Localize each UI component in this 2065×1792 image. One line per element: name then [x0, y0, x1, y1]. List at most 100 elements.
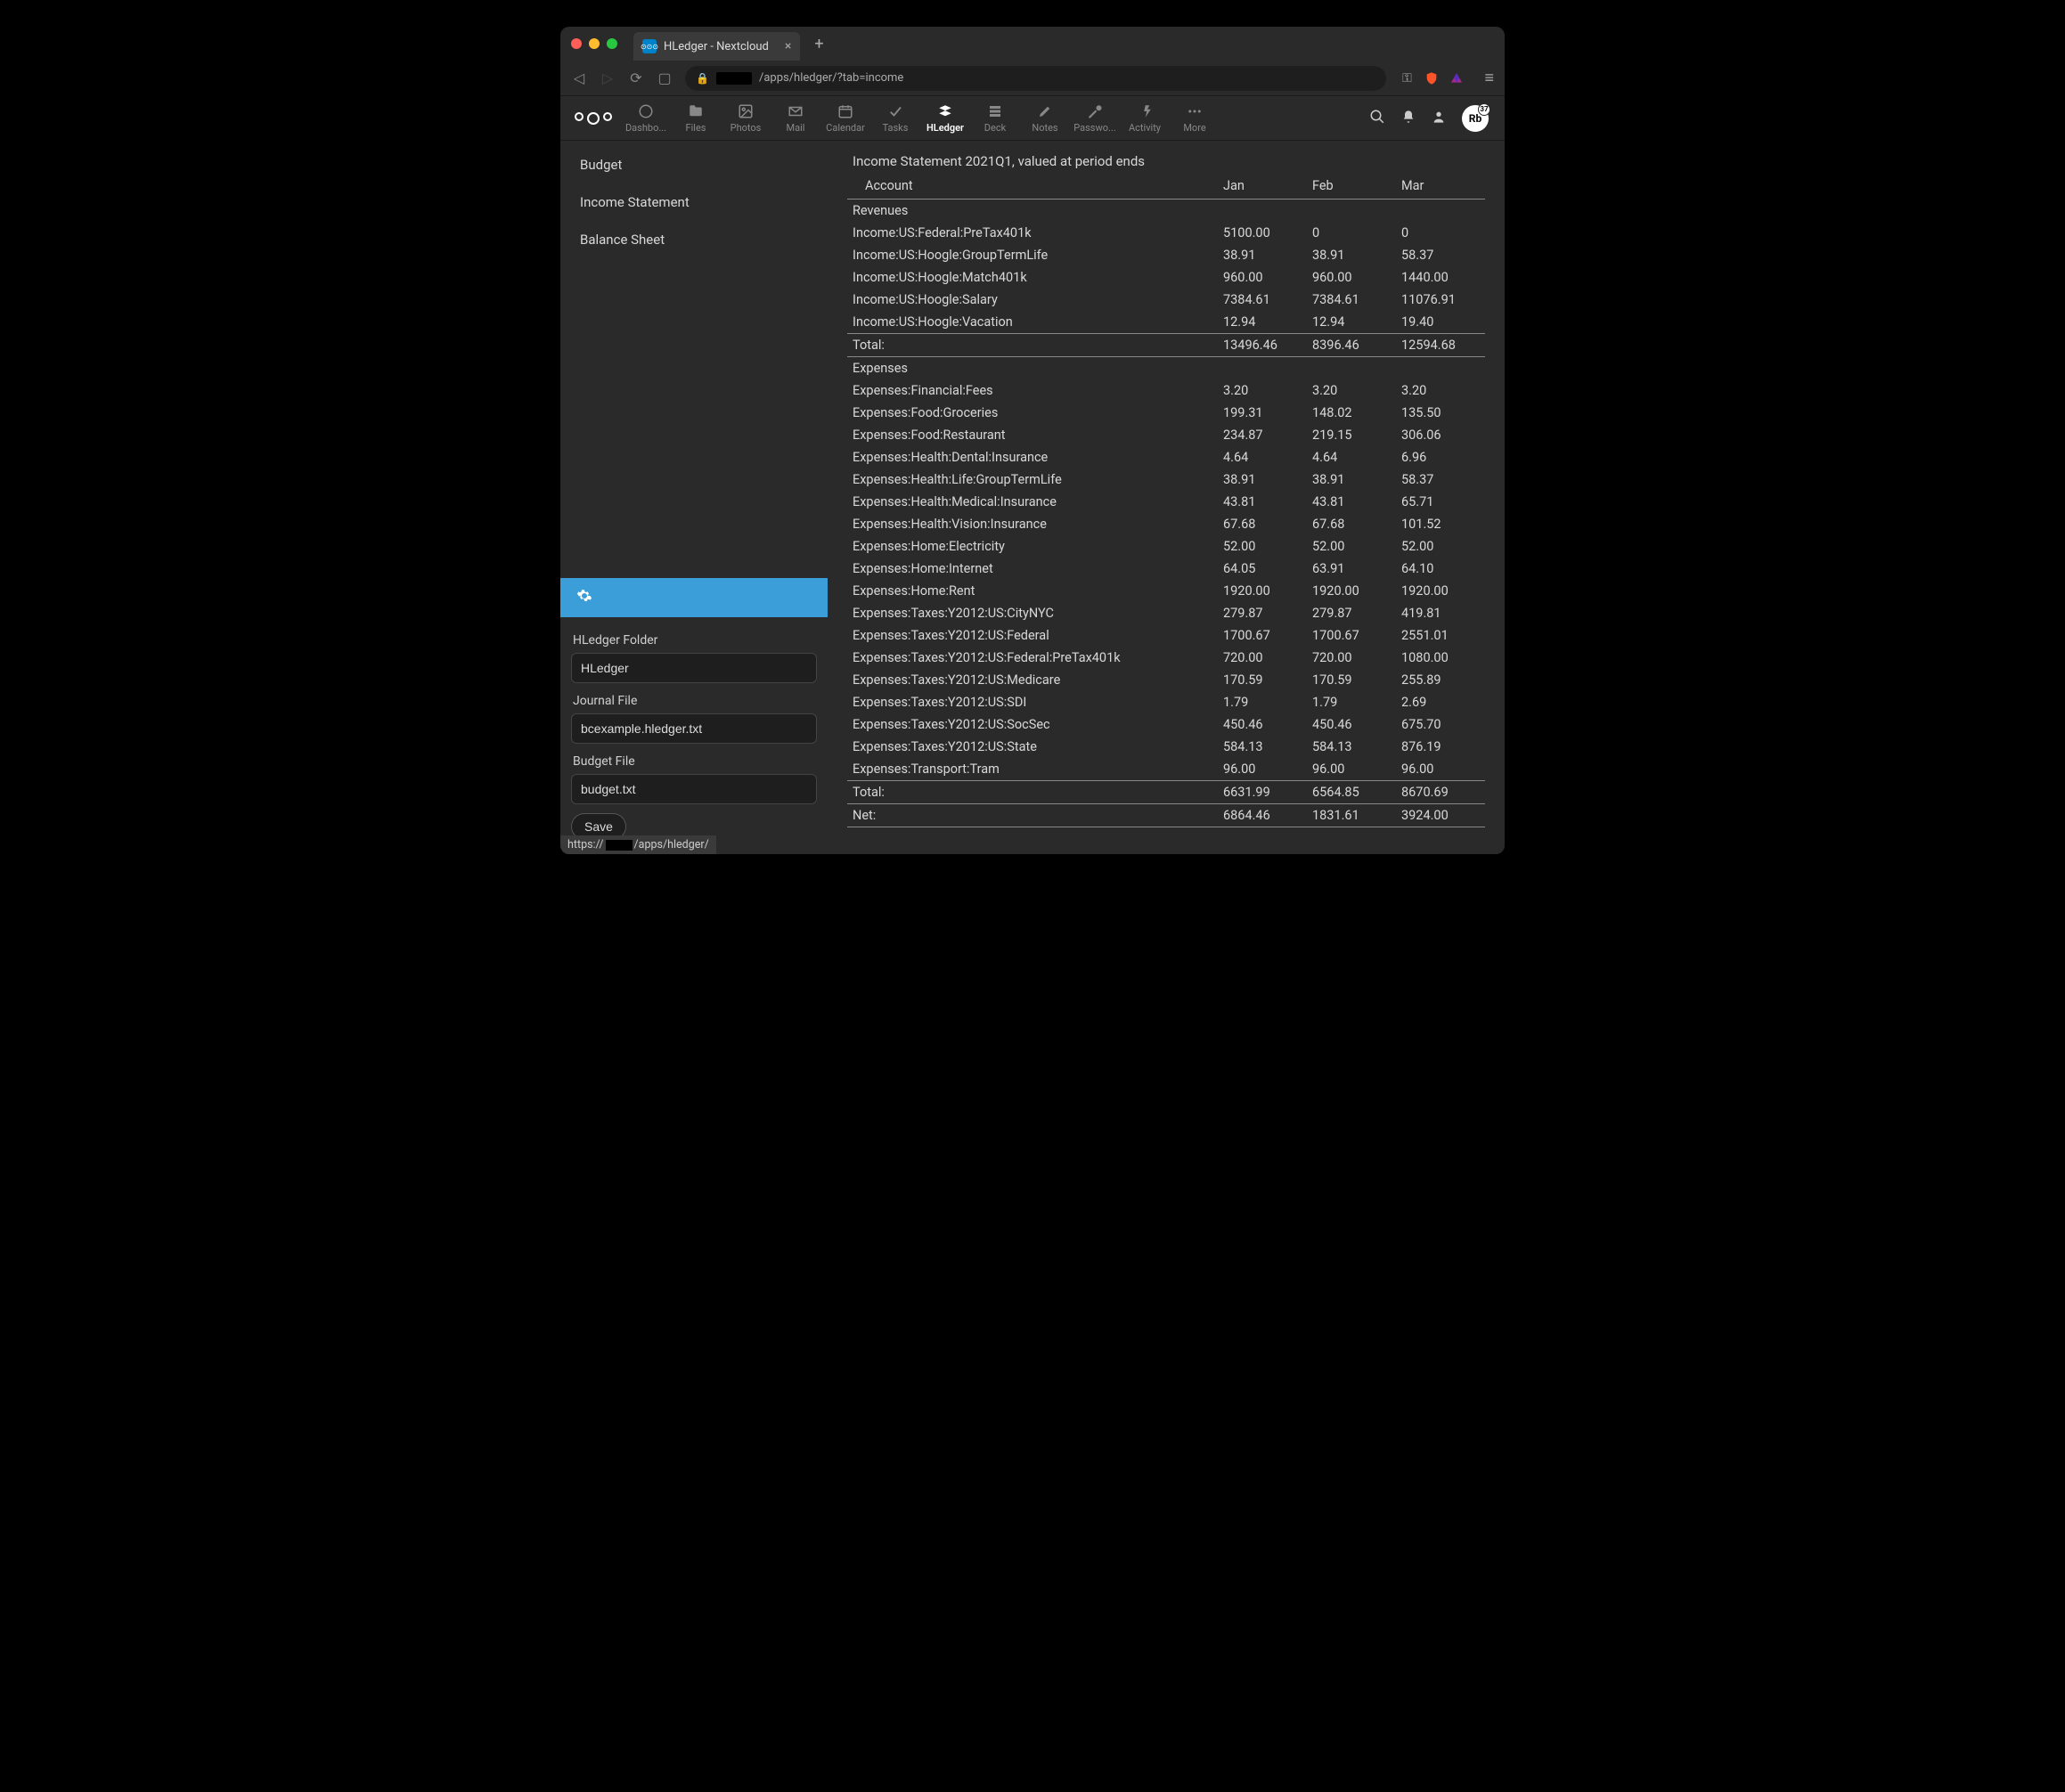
table-row: Expenses:Taxes:Y2012:US:Federal:PreTax40…: [847, 647, 1485, 669]
tab-close-icon[interactable]: ×: [785, 39, 791, 53]
value-cell: 170.59: [1307, 669, 1396, 691]
value-cell: 584.13: [1307, 736, 1396, 758]
account-cell: Expenses:Health:Life:GroupTermLife: [847, 468, 1218, 491]
url-field[interactable]: 🔒 /apps/hledger/?tab=income: [685, 66, 1386, 91]
app-link-deck[interactable]: Deck: [970, 96, 1020, 141]
nextcloud-navbar: Dashbo... Files PhotosMailCalendar Tasks HLe…: [560, 96, 1505, 141]
user-avatar[interactable]: Rb 37: [1462, 105, 1489, 132]
value-cell: 1831.61: [1307, 804, 1396, 827]
app-link-activity[interactable]: Activity: [1120, 96, 1170, 141]
close-window-button[interactable]: [571, 38, 582, 49]
table-row: Expenses:Transport:Tram96.0096.0096.00: [847, 758, 1485, 781]
value-cell: 3924.00: [1396, 804, 1485, 827]
sidebar-item-budget[interactable]: Budget: [560, 146, 828, 183]
status-url-suffix: /apps/hledger/: [634, 838, 709, 851]
table-row: Expenses:Home:Rent1920.001920.001920.00: [847, 580, 1485, 602]
forward-button[interactable]: ▷: [600, 69, 616, 86]
account-cell: Expenses:Food:Groceries: [847, 402, 1218, 424]
settings-toggle[interactable]: [560, 578, 828, 617]
browser-menu-icon[interactable]: ≡: [1484, 69, 1494, 87]
key-icon[interactable]: ⚿: [1399, 70, 1415, 86]
value-cell: 11076.91: [1396, 289, 1485, 311]
sidebar-item-income-statement[interactable]: Income Statement: [560, 183, 828, 221]
journal-input[interactable]: [571, 713, 817, 744]
app-link-hledger[interactable]: HLedger: [920, 96, 970, 141]
value-cell: 8670.69: [1396, 781, 1485, 804]
value-cell: 675.70: [1396, 713, 1485, 736]
table-row: Expenses:Taxes:Y2012:US:Medicare170.5917…: [847, 669, 1485, 691]
reload-button[interactable]: ⟳: [628, 69, 644, 86]
value-cell: [1396, 200, 1485, 223]
app-link-passwo[interactable]: Passwo...: [1070, 96, 1120, 141]
app-link-tasks[interactable]: Tasks: [870, 96, 920, 141]
app-label: Activity: [1129, 122, 1161, 134]
table-row: Expenses:Home:Internet64.0563.9164.10: [847, 558, 1485, 580]
app-link-mail[interactable]: Mail: [771, 96, 820, 141]
value-cell: 450.46: [1218, 713, 1307, 736]
back-button[interactable]: ◁: [571, 69, 587, 86]
titlebar: ⊙⊙⊙ HLedger - Nextcloud × +: [560, 27, 1505, 61]
app-label: Passwo...: [1073, 122, 1115, 134]
value-cell: 67.68: [1218, 513, 1307, 535]
value-cell: 12594.68: [1396, 334, 1485, 357]
app-link-more[interactable]: More: [1170, 96, 1220, 141]
app-icon: [937, 102, 953, 120]
new-tab-button[interactable]: +: [814, 35, 823, 53]
rewards-icon[interactable]: [1449, 70, 1465, 86]
app-link-calendar[interactable]: Calendar: [820, 96, 870, 141]
account-cell: Expenses:Health:Vision:Insurance: [847, 513, 1218, 535]
gear-icon: [576, 588, 592, 608]
value-cell: 96.00: [1218, 758, 1307, 781]
value-cell: 255.89: [1396, 669, 1485, 691]
notifications-icon[interactable]: [1401, 110, 1416, 127]
value-cell: [1307, 357, 1396, 380]
tab-favicon: ⊙⊙⊙: [642, 39, 657, 53]
bookmark-button[interactable]: ▢: [657, 69, 673, 86]
app-label: Tasks: [883, 122, 909, 134]
value-cell: 96.00: [1396, 758, 1485, 781]
expenses-header: Expenses: [847, 357, 1485, 380]
app-label: More: [1183, 122, 1205, 134]
value-cell: 4.64: [1307, 446, 1396, 468]
table-row: Expenses:Taxes:Y2012:US:SDI1.791.792.69: [847, 691, 1485, 713]
table-row: Income:US:Hoogle:Vacation12.9412.9419.40: [847, 311, 1485, 334]
contacts-icon[interactable]: [1432, 110, 1446, 127]
account-cell: Total:: [847, 781, 1218, 804]
app-icon: [887, 102, 903, 120]
url-path: /apps/hledger/?tab=income: [759, 71, 903, 85]
table-row: Expenses:Taxes:Y2012:US:SocSec450.46450.…: [847, 713, 1485, 736]
browser-tab[interactable]: ⊙⊙⊙ HLedger - Nextcloud ×: [633, 32, 800, 61]
value-cell: 6864.46: [1218, 804, 1307, 827]
browser-status-bar: https:// /apps/hledger/: [560, 835, 716, 854]
value-cell: 1.79: [1307, 691, 1396, 713]
maximize-window-button[interactable]: [607, 38, 617, 49]
sidebar-item-balance-sheet[interactable]: Balance Sheet: [560, 221, 828, 258]
account-cell: Income:US:Hoogle:Match401k: [847, 266, 1218, 289]
value-cell: 279.87: [1218, 602, 1307, 624]
minimize-window-button[interactable]: [589, 38, 600, 49]
table-row: Income:US:Hoogle:GroupTermLife38.9138.91…: [847, 244, 1485, 266]
table-row: Expenses:Financial:Fees3.203.203.20: [847, 379, 1485, 402]
table-row: Expenses:Taxes:Y2012:US:Federal1700.6717…: [847, 624, 1485, 647]
app-link-notes[interactable]: Notes: [1020, 96, 1070, 141]
app-link-photos[interactable]: Photos: [721, 96, 771, 141]
nextcloud-logo[interactable]: [575, 112, 612, 125]
value-cell: 1920.00: [1218, 580, 1307, 602]
app-link-files[interactable]: Files: [671, 96, 721, 141]
value-cell: 6564.85: [1307, 781, 1396, 804]
value-cell: 38.91: [1307, 468, 1396, 491]
table-row: Expenses:Health:Medical:Insurance43.8143…: [847, 491, 1485, 513]
account-cell: Income:US:Hoogle:GroupTermLife: [847, 244, 1218, 266]
search-icon[interactable]: [1369, 109, 1385, 128]
value-cell: 52.00: [1396, 535, 1485, 558]
folder-input[interactable]: [571, 653, 817, 683]
value-cell: 5100.00: [1218, 222, 1307, 244]
app-link-dashbo[interactable]: Dashbo...: [621, 96, 671, 141]
brave-shields-icon[interactable]: [1424, 70, 1440, 86]
table-row: Income:US:Federal:PreTax401k5100.0000: [847, 222, 1485, 244]
app-label: Files: [686, 122, 706, 134]
col-month-1: Feb: [1307, 175, 1396, 200]
value-cell: [1218, 200, 1307, 223]
app-icon: [1037, 102, 1053, 120]
budget-input[interactable]: [571, 774, 817, 804]
